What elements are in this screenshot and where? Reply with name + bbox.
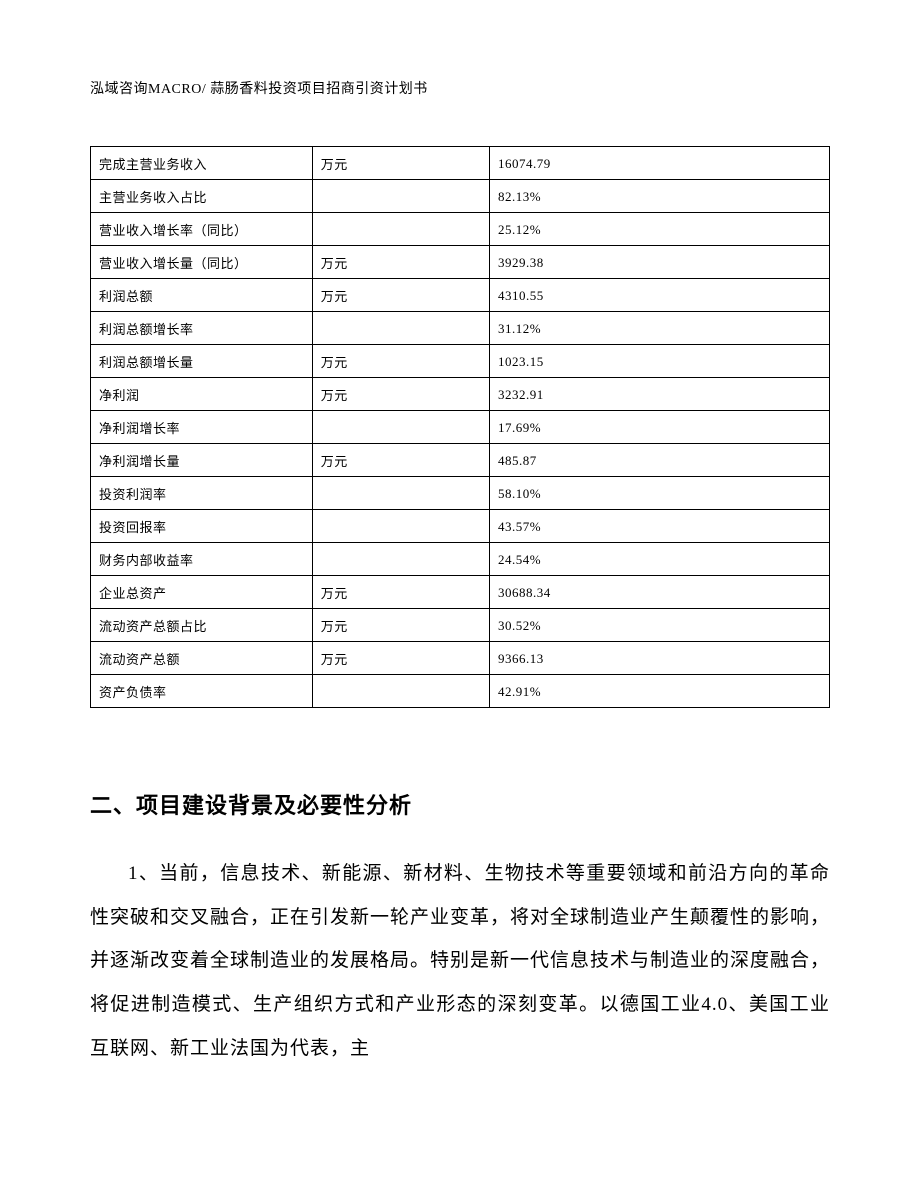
- cell-value: 25.12%: [490, 213, 830, 246]
- cell-unit: [312, 675, 489, 708]
- cell-label: 营业收入增长率（同比）: [91, 213, 313, 246]
- cell-label: 利润总额增长量: [91, 345, 313, 378]
- cell-label: 利润总额增长率: [91, 312, 313, 345]
- table-row: 净利润 万元 3232.91: [91, 378, 830, 411]
- cell-value: 17.69%: [490, 411, 830, 444]
- cell-unit: 万元: [312, 642, 489, 675]
- cell-label: 主营业务收入占比: [91, 180, 313, 213]
- cell-unit: [312, 543, 489, 576]
- cell-unit: [312, 312, 489, 345]
- cell-label: 净利润: [91, 378, 313, 411]
- cell-label: 财务内部收益率: [91, 543, 313, 576]
- table-row: 流动资产总额 万元 9366.13: [91, 642, 830, 675]
- cell-value: 43.57%: [490, 510, 830, 543]
- table-row: 完成主营业务收入 万元 16074.79: [91, 147, 830, 180]
- cell-label: 营业收入增长量（同比）: [91, 246, 313, 279]
- document-page: 泓域咨询MACRO/ 蒜肠香料投资项目招商引资计划书 完成主营业务收入 万元 1…: [0, 0, 920, 1191]
- cell-unit: 万元: [312, 246, 489, 279]
- cell-unit: 万元: [312, 378, 489, 411]
- cell-unit: 万元: [312, 444, 489, 477]
- cell-unit: 万元: [312, 147, 489, 180]
- cell-label: 利润总额: [91, 279, 313, 312]
- cell-value: 30.52%: [490, 609, 830, 642]
- cell-value: 3929.38: [490, 246, 830, 279]
- page-header: 泓域咨询MACRO/ 蒜肠香料投资项目招商引资计划书: [90, 78, 830, 98]
- cell-label: 企业总资产: [91, 576, 313, 609]
- cell-unit: 万元: [312, 576, 489, 609]
- cell-value: 4310.55: [490, 279, 830, 312]
- cell-value: 82.13%: [490, 180, 830, 213]
- table-row: 营业收入增长量（同比） 万元 3929.38: [91, 246, 830, 279]
- cell-value: 42.91%: [490, 675, 830, 708]
- table-row: 净利润增长量 万元 485.87: [91, 444, 830, 477]
- table-row: 流动资产总额占比 万元 30.52%: [91, 609, 830, 642]
- cell-label: 流动资产总额: [91, 642, 313, 675]
- table-row: 财务内部收益率 24.54%: [91, 543, 830, 576]
- cell-unit: 万元: [312, 345, 489, 378]
- cell-label: 完成主营业务收入: [91, 147, 313, 180]
- table-row: 资产负债率 42.91%: [91, 675, 830, 708]
- financial-table: 完成主营业务收入 万元 16074.79 主营业务收入占比 82.13% 营业收…: [90, 146, 830, 708]
- cell-value: 58.10%: [490, 477, 830, 510]
- cell-label: 流动资产总额占比: [91, 609, 313, 642]
- cell-unit: [312, 213, 489, 246]
- cell-unit: [312, 477, 489, 510]
- cell-value: 30688.34: [490, 576, 830, 609]
- cell-label: 投资利润率: [91, 477, 313, 510]
- cell-unit: 万元: [312, 279, 489, 312]
- table-row: 投资回报率 43.57%: [91, 510, 830, 543]
- cell-value: 3232.91: [490, 378, 830, 411]
- cell-unit: [312, 180, 489, 213]
- cell-value: 9366.13: [490, 642, 830, 675]
- cell-value: 16074.79: [490, 147, 830, 180]
- table-row: 利润总额 万元 4310.55: [91, 279, 830, 312]
- cell-label: 净利润增长率: [91, 411, 313, 444]
- cell-value: 1023.15: [490, 345, 830, 378]
- cell-label: 净利润增长量: [91, 444, 313, 477]
- cell-unit: [312, 510, 489, 543]
- cell-value: 31.12%: [490, 312, 830, 345]
- financial-table-body: 完成主营业务收入 万元 16074.79 主营业务收入占比 82.13% 营业收…: [91, 147, 830, 708]
- cell-value: 24.54%: [490, 543, 830, 576]
- table-row: 主营业务收入占比 82.13%: [91, 180, 830, 213]
- table-row: 净利润增长率 17.69%: [91, 411, 830, 444]
- table-row: 企业总资产 万元 30688.34: [91, 576, 830, 609]
- table-row: 投资利润率 58.10%: [91, 477, 830, 510]
- cell-unit: [312, 411, 489, 444]
- table-row: 利润总额增长量 万元 1023.15: [91, 345, 830, 378]
- section-heading: 二、项目建设背景及必要性分析: [90, 788, 830, 820]
- cell-label: 投资回报率: [91, 510, 313, 543]
- body-paragraph: 1、当前，信息技术、新能源、新材料、生物技术等重要领域和前沿方向的革命性突破和交…: [90, 852, 830, 1070]
- cell-label: 资产负债率: [91, 675, 313, 708]
- cell-unit: 万元: [312, 609, 489, 642]
- cell-value: 485.87: [490, 444, 830, 477]
- table-row: 利润总额增长率 31.12%: [91, 312, 830, 345]
- table-row: 营业收入增长率（同比） 25.12%: [91, 213, 830, 246]
